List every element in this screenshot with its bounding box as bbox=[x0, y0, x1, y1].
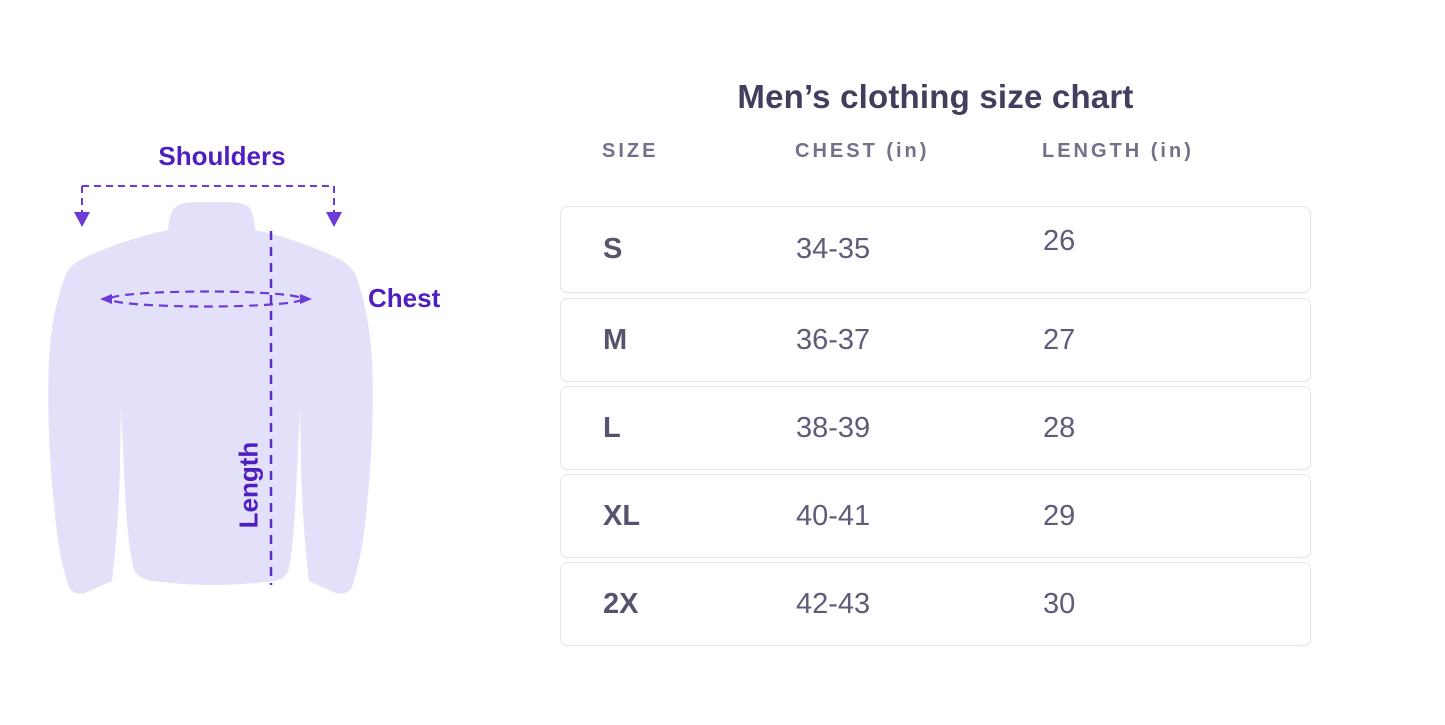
table-row-xl: XL 40-41 29 bbox=[560, 474, 1311, 558]
size-value: L bbox=[603, 411, 621, 444]
length-value: 28 bbox=[1043, 411, 1076, 444]
size-value: S bbox=[603, 233, 623, 265]
shirt-graphic bbox=[48, 185, 373, 594]
shoulders-arrow-left-icon bbox=[74, 212, 90, 227]
length-value: 26 bbox=[1043, 225, 1076, 257]
size-table-body: S 34-35 26 M 36-37 27 L 38-39 28 XL 40-4… bbox=[560, 206, 1311, 650]
table-row-2x: 2X 42-43 30 bbox=[560, 562, 1311, 646]
chest-value: 42-43 bbox=[796, 587, 871, 620]
chest-value: 34-35 bbox=[796, 233, 871, 265]
shoulders-measure-line bbox=[81, 185, 335, 213]
length-label: Length bbox=[233, 441, 264, 529]
length-value: 30 bbox=[1043, 587, 1076, 620]
chest-arrow-left-icon bbox=[100, 294, 112, 304]
column-header-length: LENGTH (in) bbox=[1042, 140, 1194, 162]
length-value: 29 bbox=[1043, 499, 1076, 532]
table-row-s: S 34-35 26 bbox=[560, 206, 1311, 293]
page-title: Men’s clothing size chart bbox=[737, 78, 1134, 116]
size-value: 2X bbox=[603, 587, 639, 620]
column-header-size: SIZE bbox=[602, 140, 659, 162]
chest-value: 38-39 bbox=[796, 411, 871, 444]
chest-value: 40-41 bbox=[796, 499, 871, 532]
shirt-silhouette-shape bbox=[48, 202, 373, 594]
size-value: XL bbox=[603, 499, 641, 532]
length-value: 27 bbox=[1043, 323, 1076, 356]
table-row-m: M 36-37 27 bbox=[560, 298, 1311, 382]
column-header-chest: CHEST (in) bbox=[795, 140, 930, 162]
chest-arrow-right-icon bbox=[300, 294, 312, 304]
shoulders-arrow-right-icon bbox=[326, 212, 342, 227]
table-row-l: L 38-39 28 bbox=[560, 386, 1311, 470]
shoulders-label: Shoulders bbox=[158, 141, 286, 171]
chest-label: Chest bbox=[368, 283, 441, 313]
chest-value: 36-37 bbox=[796, 323, 871, 356]
size-value: M bbox=[603, 323, 628, 356]
table-header-row: SIZE CHEST (in) LENGTH (in) bbox=[560, 140, 1311, 163]
shirt-measurement-diagram: Shoulders Chest Length bbox=[0, 0, 470, 680]
